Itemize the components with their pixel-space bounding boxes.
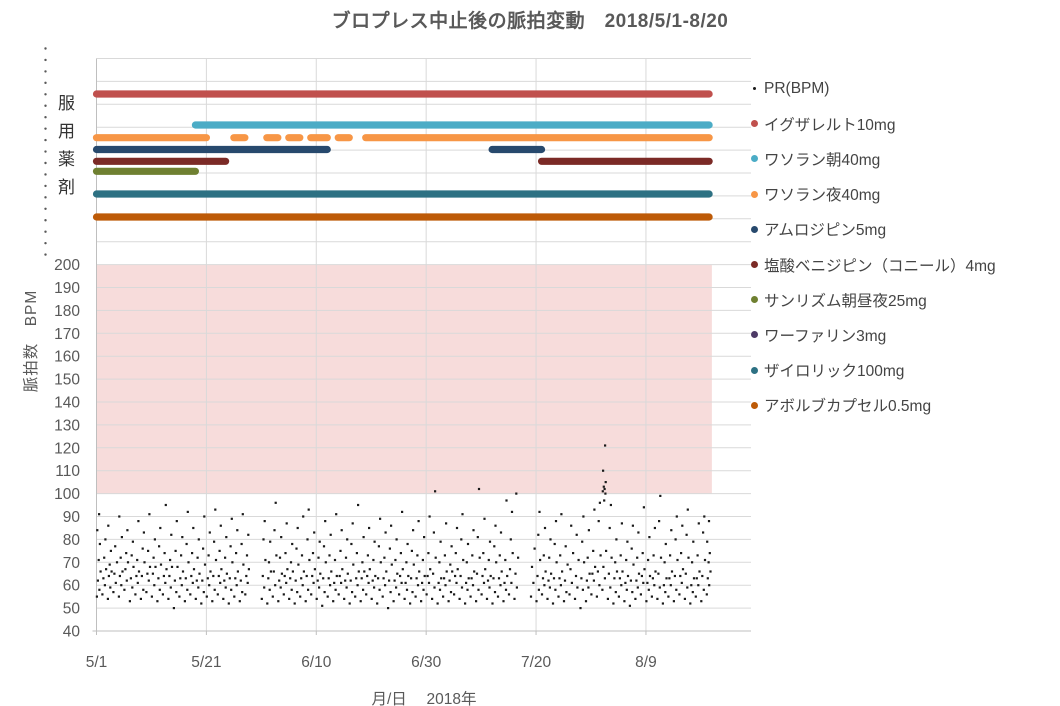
svg-text:5/21: 5/21 <box>191 654 221 671</box>
legend-item-igzarelt: イグザレルト10mg <box>744 106 1056 141</box>
legend-label: ワソラン夜40mg <box>764 187 881 205</box>
svg-text:190: 190 <box>54 280 80 297</box>
legend-item-wasoran-pm: ワソラン夜40mg <box>744 177 1056 212</box>
legend-item-warfarin: ワーファリン3mg <box>744 317 1056 352</box>
legend-label: ザイロリック100mg <box>764 363 905 381</box>
legend-item-avolve: アボルブカプセル0.5mg <box>744 388 1056 423</box>
legend-label: アムロジピン5mg <box>764 222 887 240</box>
chart-title: ブロプレス中止後の脈拍変動 2018/5/1-8/20 <box>331 11 729 32</box>
series-marker-icon <box>744 155 764 163</box>
svg-text:6/10: 6/10 <box>301 654 332 671</box>
svg-text:110: 110 <box>55 463 80 480</box>
legend-item-wasoran-am: ワソラン朝40mg <box>744 141 1056 176</box>
svg-text:8/9: 8/9 <box>635 654 657 671</box>
x-axis-title: 月/日 2018年 <box>371 691 477 706</box>
legend-label: 塩酸ベニジピン（コニール）4mg <box>764 257 996 275</box>
svg-text:50: 50 <box>63 601 81 618</box>
y-axis-title: 脈拍数 BPM <box>23 289 40 393</box>
legend-label: ワソラン朝40mg <box>764 151 881 169</box>
series-marker-icon <box>744 331 764 339</box>
series-marker-icon <box>744 120 764 128</box>
legend-item-zyloric: ザイロリック100mg <box>744 353 1056 388</box>
svg-text:170: 170 <box>54 326 80 343</box>
svg-text:160: 160 <box>54 349 80 366</box>
legend-item-benidipine: 塩酸ベニジピン（コニール）4mg <box>744 247 1056 282</box>
svg-text:60: 60 <box>63 578 81 595</box>
svg-text:5/1: 5/1 <box>86 654 108 671</box>
svg-text:140: 140 <box>54 395 80 412</box>
series-marker-icon <box>744 296 764 304</box>
svg-text:180: 180 <box>54 303 80 320</box>
svg-text:100: 100 <box>54 486 80 503</box>
legend-item-pr: PR(BPM) <box>744 71 1056 106</box>
svg-text:130: 130 <box>54 417 80 434</box>
svg-text:80: 80 <box>63 532 81 549</box>
legend: PR(BPM) イグザレルト10mg ワソラン朝40mg ワソラン夜40mg ア… <box>744 71 1056 423</box>
legend-label: アボルブカプセル0.5mg <box>764 398 932 416</box>
series-marker-icon <box>744 366 764 374</box>
svg-text:40: 40 <box>63 624 81 641</box>
svg-text:90: 90 <box>63 509 81 526</box>
series-marker-icon <box>744 225 764 233</box>
legend-item-amlodipine: アムロジピン5mg <box>744 212 1056 247</box>
svg-text:70: 70 <box>63 555 81 572</box>
svg-text:150: 150 <box>54 372 80 389</box>
legend-label: サンリズム朝昼夜25mg <box>764 292 927 310</box>
svg-text:120: 120 <box>54 440 80 457</box>
series-marker-icon <box>744 401 764 409</box>
svg-text:200: 200 <box>54 257 80 274</box>
legend-label: PR(BPM) <box>764 79 830 97</box>
svg-text:6/30: 6/30 <box>411 654 442 671</box>
series-marker-icon <box>744 261 764 269</box>
medication-axis-title: 服用薬剤 <box>55 94 74 206</box>
legend-label: イグザレルト10mg <box>764 116 896 134</box>
svg-text:7/20: 7/20 <box>521 654 552 671</box>
legend-item-sanrythm: サンリズム朝昼夜25mg <box>744 282 1056 317</box>
legend-label: ワーファリン3mg <box>764 327 887 345</box>
pr-marker-icon <box>744 87 764 91</box>
series-marker-icon <box>744 190 764 198</box>
